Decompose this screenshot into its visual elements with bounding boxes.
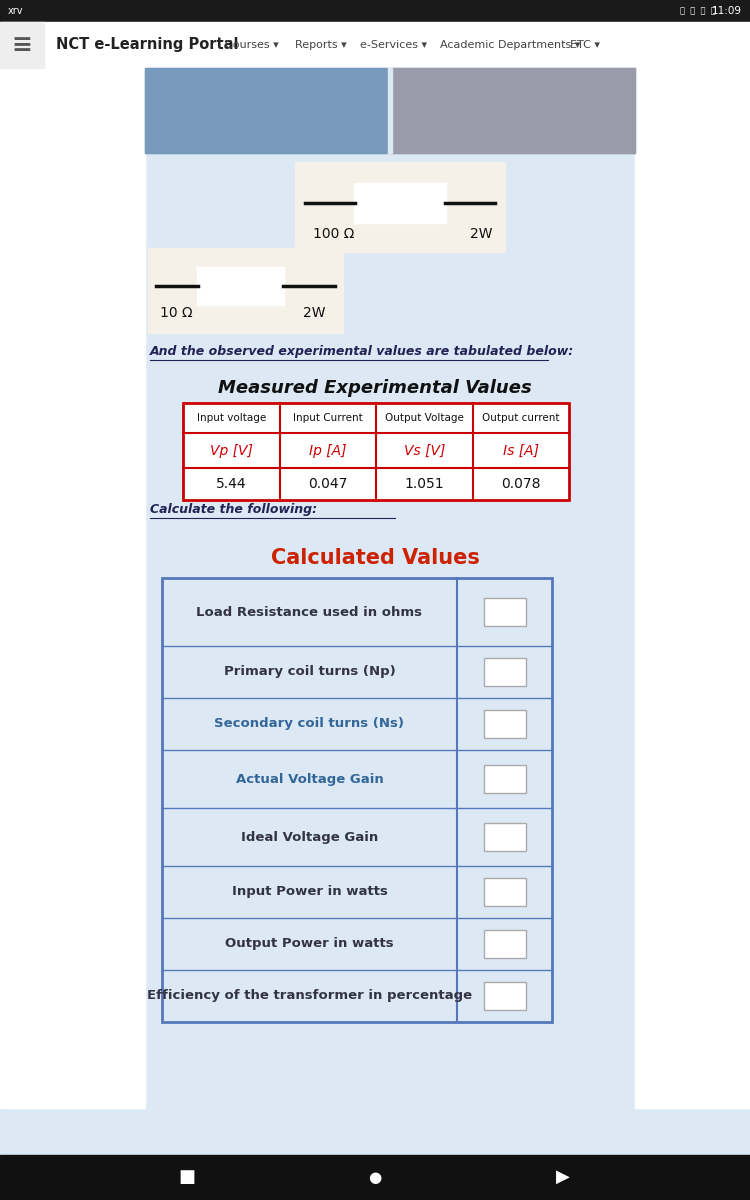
Bar <box>0 22 750 68</box>
Text: Ideal Voltage Gain: Ideal Voltage Gain <box>241 830 378 844</box>
Bar <box>0 22 44 68</box>
Text: Input Power in watts: Input Power in watts <box>232 886 388 899</box>
Text: Output current: Output current <box>482 413 560 422</box>
Text: ETC ▾: ETC ▾ <box>570 40 600 50</box>
Text: Vp [V]: Vp [V] <box>210 444 253 457</box>
Text: ■: ■ <box>178 1168 196 1186</box>
Bar <box>145 68 635 152</box>
Bar <box>635 68 750 1108</box>
Bar <box>484 598 526 626</box>
Text: 📞  📷  📱  🔋: 📞 📷 📱 🔋 <box>680 6 716 16</box>
Bar <box>0 68 145 1108</box>
Bar <box>484 930 526 958</box>
Bar <box>145 68 387 152</box>
Bar <box>390 68 635 152</box>
Text: 100 Ω: 100 Ω <box>313 227 354 241</box>
Bar <box>484 823 526 851</box>
Text: e-Services ▾: e-Services ▾ <box>360 40 428 50</box>
Text: ▶: ▶ <box>556 1168 570 1186</box>
Text: Vs [V]: Vs [V] <box>404 444 445 457</box>
Text: Efficiency of the transformer in percentage: Efficiency of the transformer in percent… <box>147 990 472 1002</box>
Text: 11:09: 11:09 <box>712 6 742 16</box>
Text: Input voltage: Input voltage <box>196 413 266 422</box>
Text: 0.078: 0.078 <box>501 476 541 491</box>
Bar <box>484 878 526 906</box>
Bar <box>484 710 526 738</box>
Text: Secondary coil turns (Ns): Secondary coil turns (Ns) <box>214 718 404 731</box>
Text: ≡: ≡ <box>11 32 32 56</box>
Bar <box>183 403 569 500</box>
Bar <box>484 982 526 1010</box>
Text: Courses ▾: Courses ▾ <box>225 40 279 50</box>
Text: 2W: 2W <box>470 227 493 241</box>
Text: Measured Experimental Values: Measured Experimental Values <box>218 379 532 397</box>
Text: Calculate the following:: Calculate the following: <box>150 504 317 516</box>
Text: Ip [A]: Ip [A] <box>309 444 347 457</box>
Bar <box>198 268 283 304</box>
Bar <box>295 162 505 252</box>
Text: Academic Departments ▾: Academic Departments ▾ <box>440 40 580 50</box>
Bar <box>484 766 526 793</box>
Text: And the observed experimental values are tabulated below:: And the observed experimental values are… <box>150 346 574 359</box>
Text: 5.44: 5.44 <box>216 476 247 491</box>
Text: Is [A]: Is [A] <box>503 444 538 457</box>
Text: 0.047: 0.047 <box>308 476 347 491</box>
Text: Primary coil turns (Np): Primary coil turns (Np) <box>224 666 395 678</box>
Text: Output Voltage: Output Voltage <box>385 413 464 422</box>
Text: Calculated Values: Calculated Values <box>271 548 479 568</box>
Text: xrv: xrv <box>8 6 23 16</box>
Text: Load Resistance used in ohms: Load Resistance used in ohms <box>196 606 422 618</box>
Text: NCT e-Learning Portal: NCT e-Learning Portal <box>56 37 238 53</box>
Text: ●: ● <box>368 1170 382 1184</box>
Bar <box>484 658 526 686</box>
Bar <box>148 248 343 332</box>
Bar <box>355 184 445 222</box>
Text: Input Current: Input Current <box>292 413 363 422</box>
Bar <box>162 578 552 1022</box>
Bar <box>0 1154 750 1200</box>
Text: 10 Ω: 10 Ω <box>160 306 193 320</box>
Bar <box>388 68 392 152</box>
Text: Actual Voltage Gain: Actual Voltage Gain <box>236 773 383 786</box>
Bar <box>0 0 750 22</box>
Text: Reports ▾: Reports ▾ <box>295 40 346 50</box>
Text: Output Power in watts: Output Power in watts <box>225 937 394 950</box>
Text: 1.051: 1.051 <box>404 476 444 491</box>
Text: 2W: 2W <box>303 306 326 320</box>
